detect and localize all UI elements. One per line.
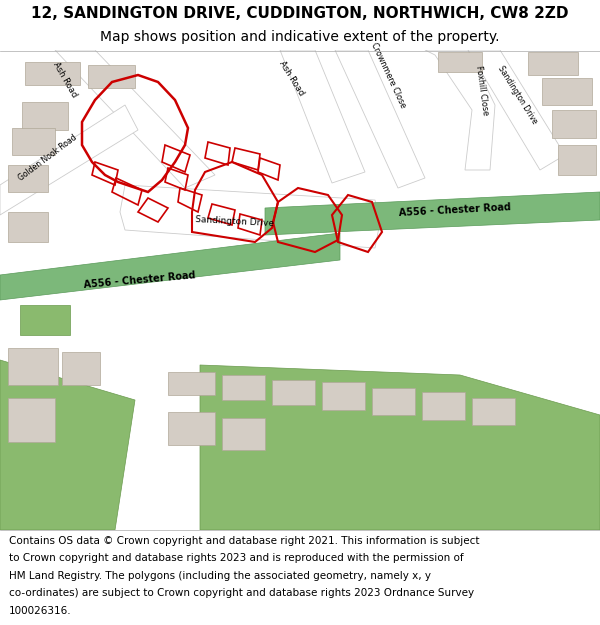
Polygon shape xyxy=(422,392,465,420)
Polygon shape xyxy=(222,418,265,450)
Polygon shape xyxy=(62,352,100,385)
Polygon shape xyxy=(120,185,380,248)
Text: Map shows position and indicative extent of the property.: Map shows position and indicative extent… xyxy=(100,31,500,44)
Polygon shape xyxy=(222,375,265,400)
Text: Ash Road: Ash Road xyxy=(51,61,79,99)
Text: Contains OS data © Crown copyright and database right 2021. This information is : Contains OS data © Crown copyright and d… xyxy=(9,536,479,546)
Text: Foxhill Close: Foxhill Close xyxy=(474,64,490,116)
Polygon shape xyxy=(322,382,365,410)
Text: Golden Nook Road: Golden Nook Road xyxy=(17,133,79,183)
Polygon shape xyxy=(425,50,495,170)
Polygon shape xyxy=(552,110,596,138)
Polygon shape xyxy=(12,128,55,155)
Text: 100026316.: 100026316. xyxy=(9,606,71,616)
Text: 12, SANDINGTON DRIVE, CUDDINGTON, NORTHWICH, CW8 2ZD: 12, SANDINGTON DRIVE, CUDDINGTON, NORTHW… xyxy=(31,6,569,21)
Text: Ash Road: Ash Road xyxy=(278,59,306,97)
Polygon shape xyxy=(280,50,365,183)
Polygon shape xyxy=(168,372,215,395)
Polygon shape xyxy=(265,192,600,235)
Text: Sandington Drive: Sandington Drive xyxy=(196,216,275,229)
Polygon shape xyxy=(8,348,58,385)
Polygon shape xyxy=(88,65,135,88)
Polygon shape xyxy=(542,78,592,105)
Polygon shape xyxy=(372,388,415,415)
Text: Sandington Drive: Sandington Drive xyxy=(496,64,539,126)
Polygon shape xyxy=(438,52,482,72)
Polygon shape xyxy=(200,365,600,530)
Text: co-ordinates) are subject to Crown copyright and database rights 2023 Ordnance S: co-ordinates) are subject to Crown copyr… xyxy=(9,588,474,598)
Polygon shape xyxy=(472,398,515,425)
Text: HM Land Registry. The polygons (including the associated geometry, namely x, y: HM Land Registry. The polygons (includin… xyxy=(9,571,431,581)
Polygon shape xyxy=(8,212,48,242)
Polygon shape xyxy=(0,105,138,215)
Text: A556 - Chester Road: A556 - Chester Road xyxy=(83,270,196,290)
Polygon shape xyxy=(528,52,578,75)
Polygon shape xyxy=(8,165,48,192)
Polygon shape xyxy=(8,398,55,442)
Polygon shape xyxy=(468,50,565,170)
Polygon shape xyxy=(335,50,425,188)
Text: Crownmere Close: Crownmere Close xyxy=(369,41,407,109)
Text: to Crown copyright and database rights 2023 and is reproduced with the permissio: to Crown copyright and database rights 2… xyxy=(9,553,464,563)
Polygon shape xyxy=(0,360,135,530)
Polygon shape xyxy=(272,380,315,405)
Polygon shape xyxy=(22,102,68,130)
Text: A556 - Chester Road: A556 - Chester Road xyxy=(398,202,511,218)
Polygon shape xyxy=(558,145,596,175)
Polygon shape xyxy=(168,412,215,445)
Polygon shape xyxy=(20,305,70,335)
Polygon shape xyxy=(55,50,215,188)
Polygon shape xyxy=(0,233,340,300)
Polygon shape xyxy=(25,62,80,85)
